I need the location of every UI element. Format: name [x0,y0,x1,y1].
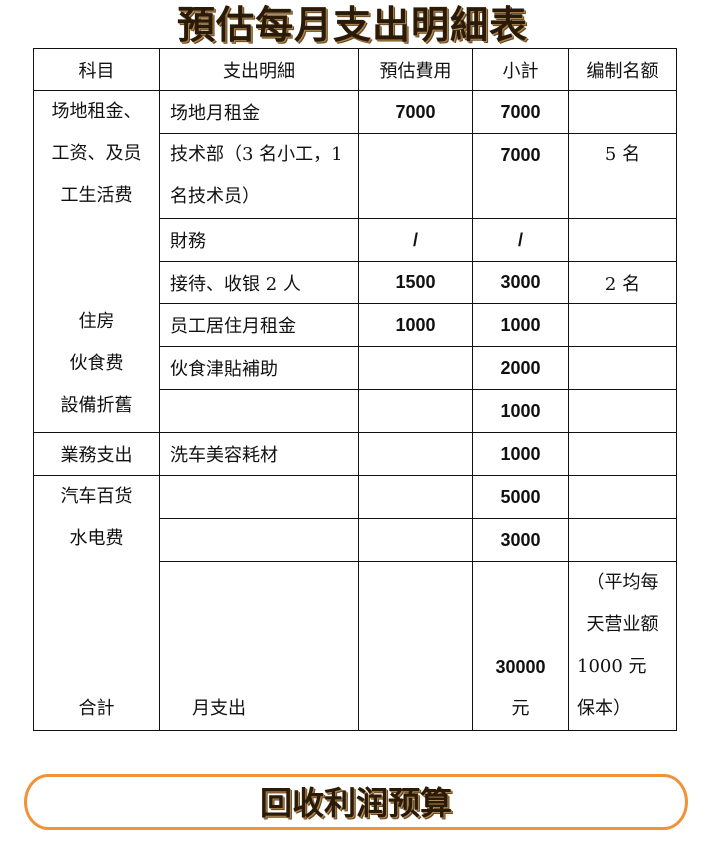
category-line: 场地租金、 [51,101,142,122]
subtotal-cell: 2000 [472,346,569,390]
quota-cell [568,432,677,476]
total-note-cell: （平均每 天营业额 1000 元 保本） [568,561,677,731]
table-row: 財務 / / [34,218,677,262]
category-line: 住房 [78,311,115,332]
estimate-cell: 1000 [358,303,473,347]
detail-cell [159,389,359,433]
expense-table: 科目 支出明細 預估費用 小計 编制名额 场地租金、 工资、及员 工生活费 住房… [33,48,677,731]
note-line: 天营业额 [586,614,659,635]
subtotal-cell: 3000 [472,261,569,304]
detail-cell: 財務 [159,218,359,262]
quota-cell: 2 名 [568,261,677,304]
header-cell: 小計 [472,48,569,91]
total-estimate-cell [358,561,473,731]
header-cell: 科目 [33,48,160,91]
table-row: 業務支出 洗车美容耗材 1000 [33,432,677,476]
detail-cell: 员工居住月租金 [159,303,359,347]
category-cell: 汽车百货 水电费 合計 [33,475,160,731]
total-amount: 30000 [495,657,546,677]
banner-title: 回收利润预算 [259,784,452,822]
note-line: 1000 元 [577,656,647,677]
quota-cell: 5 名 [568,133,677,219]
header-row: 科目 支出明細 預估費用 小計 编制名额 [33,48,677,91]
total-subtotal-cell: 30000 元 [472,561,569,731]
estimate-cell [358,133,473,219]
estimate-cell: / [358,218,473,262]
category-line: 伙食费 [69,353,124,374]
table-row: 场地租金、 工资、及员 工生活费 住房 伙食费 設備折舊 场地月租金 7000 … [33,90,677,433]
subtotal-cell: 5000 [472,475,569,519]
detail-cell [159,475,359,519]
table-row: 3000 [34,518,677,562]
estimate-cell [358,475,473,519]
header-cell: 支出明細 [159,48,359,91]
category-cell: 業務支出 [33,432,160,476]
category-line [34,259,159,301]
table-row: 1000 [34,389,677,433]
subtotal-cell: 1000 [472,432,569,476]
category-line: 水电费 [69,528,124,549]
subtotal-cell: 7000 [472,90,569,134]
quota-cell [568,90,677,134]
detail-cell: 场地月租金 [159,90,359,134]
subtotal-cell: 1000 [472,389,569,433]
estimate-cell: 7000 [358,90,473,134]
detail-cell: 接待、收银 2 人 [159,261,359,304]
profit-budget-banner: 回收利润预算 [24,774,688,830]
quota-cell [568,303,677,347]
detail-cell: 技术部（3 名小工，1 名技术员） [159,133,359,219]
quota-cell [568,518,677,562]
total-unit: 元 [511,698,530,719]
category-line: 設備折舊 [60,395,133,416]
note-line: 保本） [577,698,631,719]
estimate-cell [358,346,473,390]
table-row: 汽车百货 水电费 合計 5000 [33,475,677,731]
category-cell: 场地租金、 工资、及员 工生活费 住房 伙食费 設備折舊 [33,90,160,433]
subtotal-cell: 3000 [472,518,569,562]
table-row: 伙食津貼補助 2000 [34,346,677,390]
estimate-cell [358,389,473,433]
table-row: 技术部（3 名小工，1 名技术员） 7000 5 名 [34,133,677,219]
quota-cell [568,389,677,433]
category-line [34,217,159,259]
quota-cell [568,346,677,390]
estimate-cell [358,518,473,562]
detail-cell: 洗车美容耗材 [159,432,359,476]
total-label: 合計 [78,698,115,719]
estimate-cell: 1500 [358,261,473,304]
subtotal-cell: 7000 [472,133,569,219]
quota-cell [568,218,677,262]
header-cell: 编制名额 [568,48,677,91]
header-cell: 預估費用 [358,48,473,91]
category-line: 汽车百货 [60,486,133,507]
subtotal-cell: 1000 [472,303,569,347]
total-detail-cell: 月支出 [159,561,359,731]
detail-cell: 伙食津貼補助 [159,346,359,390]
quota-cell [568,475,677,519]
detail-cell [159,518,359,562]
category-line: 工资、及员 [51,143,142,164]
total-row: 月支出 30000 元 （平均每 天营业额 1000 元 保本） [34,561,677,731]
estimate-cell [358,432,473,476]
category-line: 工生活费 [60,185,133,206]
note-line: （平均每 [586,572,659,593]
subtotal-cell: / [472,218,569,262]
page-title: 預估每月支出明細表 [176,2,528,47]
